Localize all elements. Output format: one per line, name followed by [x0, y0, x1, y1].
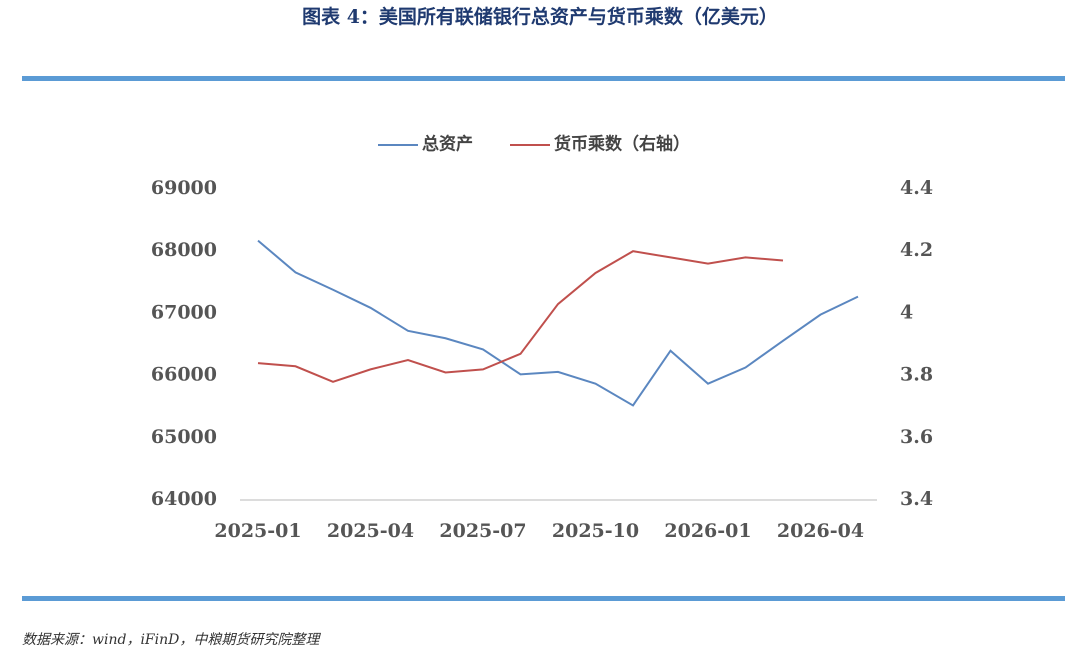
x-tick-label: 2025-07 — [439, 520, 526, 542]
x-tick-label: 2026-01 — [664, 520, 751, 542]
y2-tick-label: 4.2 — [900, 239, 933, 261]
series-line — [257, 239, 859, 407]
y2-tick-label: 3.8 — [900, 364, 933, 386]
y-tick-label: 66000 — [151, 364, 217, 386]
y2-tick-label: 4.4 — [900, 177, 933, 199]
y-tick-label: 69000 — [151, 177, 217, 199]
title: 图表 4：美国所有联储银行总资产与货币乘数（亿美元） — [302, 5, 778, 28]
y-tick-label: 64000 — [151, 488, 217, 510]
legend-label: 货币乘数（右轴） — [554, 134, 690, 155]
footer-bar — [22, 596, 1065, 601]
y-tick-label: 67000 — [151, 301, 217, 323]
series-line — [257, 250, 784, 383]
header-bar — [22, 76, 1065, 81]
y-tick-label: 68000 — [151, 239, 217, 261]
source: 数据来源：wind，iFinD，中粮期货研究院整理 — [22, 632, 321, 648]
y2-tick-label: 3.6 — [900, 426, 933, 448]
x-tick-label: 2025-01 — [214, 520, 301, 542]
y2-tick-label: 4 — [900, 301, 913, 323]
x-tick-label: 2025-04 — [327, 520, 414, 542]
y-tick-label: 65000 — [151, 426, 217, 448]
y2-tick-label: 3.4 — [900, 488, 933, 510]
legend-label: 总资产 — [422, 134, 473, 155]
x-tick-label: 2025-10 — [552, 520, 639, 542]
x-tick-label: 2026-04 — [777, 520, 864, 542]
